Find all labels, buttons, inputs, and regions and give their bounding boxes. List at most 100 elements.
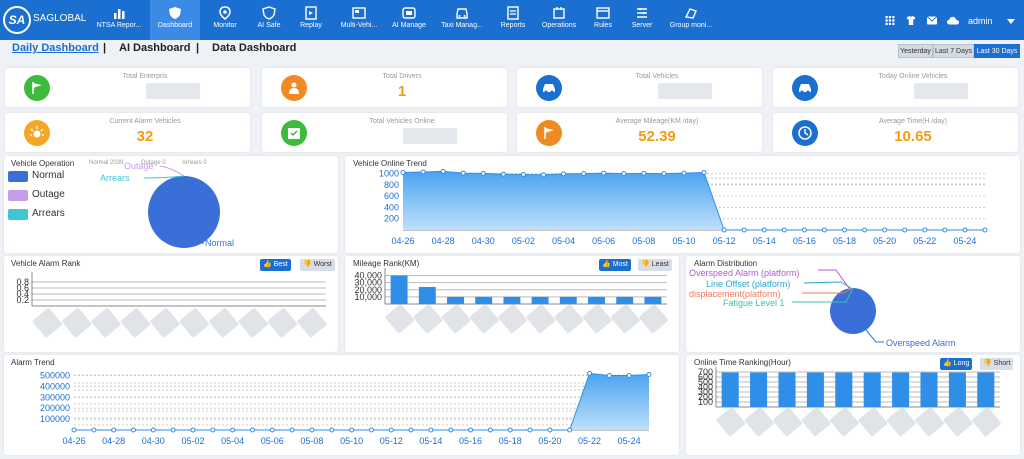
long-button[interactable]: 👍 Long xyxy=(940,358,973,370)
data-point[interactable] xyxy=(420,169,426,175)
legend-label-arrears[interactable]: Arrears xyxy=(32,208,65,219)
nav-item-dashboard[interactable]: Dashboard xyxy=(150,0,200,40)
data-point[interactable] xyxy=(821,227,827,233)
bar[interactable] xyxy=(835,372,853,408)
data-point[interactable] xyxy=(922,227,928,233)
data-point[interactable] xyxy=(368,427,374,433)
bar[interactable] xyxy=(920,372,938,408)
data-point[interactable] xyxy=(448,427,454,433)
bar[interactable] xyxy=(588,296,605,304)
data-point[interactable] xyxy=(428,427,434,433)
nav-item-ai-manage[interactable]: AI Manage xyxy=(386,0,432,40)
data-point[interactable] xyxy=(681,170,687,176)
legend-swatch-arrears[interactable] xyxy=(8,209,28,220)
data-point[interactable] xyxy=(349,427,355,433)
data-point[interactable] xyxy=(130,427,136,433)
nav-item-ntsa-repor[interactable]: NTSA Repor... xyxy=(90,0,148,40)
data-point[interactable] xyxy=(741,227,747,233)
most-button[interactable]: 👍 Most xyxy=(599,259,631,271)
bar[interactable] xyxy=(778,372,796,408)
shirt-icon[interactable] xyxy=(906,16,916,25)
yesterday-button[interactable]: Yesterday xyxy=(898,44,933,58)
data-point[interactable] xyxy=(71,427,77,433)
nav-item-multi-vehi[interactable]: Multi-Vehi... xyxy=(332,0,386,40)
nav-item-ai-safe[interactable]: AI Safe xyxy=(248,0,290,40)
bar[interactable] xyxy=(531,296,549,304)
data-point[interactable] xyxy=(111,427,117,433)
data-point[interactable] xyxy=(842,227,848,233)
data-point[interactable] xyxy=(249,427,255,433)
data-point[interactable] xyxy=(150,427,156,433)
data-point[interactable] xyxy=(761,227,767,233)
least-button[interactable]: 👎 Least xyxy=(638,259,672,271)
data-point[interactable] xyxy=(329,427,335,433)
data-point[interactable] xyxy=(862,227,868,233)
data-point[interactable] xyxy=(641,170,647,176)
data-point[interactable] xyxy=(606,373,612,379)
nav-item-server[interactable]: Server xyxy=(622,0,662,40)
data-point[interactable] xyxy=(170,427,176,433)
data-point[interactable] xyxy=(781,227,787,233)
bar[interactable] xyxy=(644,296,662,304)
mail-icon[interactable] xyxy=(927,16,937,25)
grid-icon[interactable] xyxy=(885,16,895,25)
pie-slice-normal[interactable] xyxy=(148,176,220,248)
nav-item-operations[interactable]: Operations xyxy=(534,0,584,40)
data-point[interactable] xyxy=(480,170,486,176)
data-point[interactable] xyxy=(962,227,968,233)
nav-item-monitor[interactable]: Monitor xyxy=(202,0,248,40)
data-point[interactable] xyxy=(721,227,727,233)
data-point[interactable] xyxy=(621,171,627,177)
tab-daily-dashboard[interactable]: Daily Dashboard xyxy=(12,42,99,54)
legend-label-outage[interactable]: Outage xyxy=(32,189,65,200)
chevron-down-icon[interactable] xyxy=(1007,19,1015,24)
legend-swatch-outage[interactable] xyxy=(8,190,28,201)
data-point[interactable] xyxy=(507,427,513,433)
data-point[interactable] xyxy=(190,427,196,433)
bar[interactable] xyxy=(418,286,436,304)
bar[interactable] xyxy=(559,296,577,304)
bar[interactable] xyxy=(863,372,881,408)
last-7-days-button[interactable]: Last 7 Days xyxy=(933,44,974,58)
bar[interactable] xyxy=(503,296,521,304)
data-point[interactable] xyxy=(210,427,216,433)
data-point[interactable] xyxy=(882,227,888,233)
nav-item-group-moni[interactable]: Group moni... xyxy=(662,0,720,40)
data-point[interactable] xyxy=(230,427,236,433)
data-point[interactable] xyxy=(902,227,908,233)
data-point[interactable] xyxy=(520,171,526,177)
data-point[interactable] xyxy=(460,170,466,176)
tab-ai-dashboard[interactable]: AI Dashboard xyxy=(119,42,191,54)
data-point[interactable] xyxy=(309,427,315,433)
pie-slice-overspeed[interactable] xyxy=(830,288,876,334)
tab-data-dashboard[interactable]: Data Dashboard xyxy=(212,42,297,54)
bar[interactable] xyxy=(475,296,493,304)
legend-label-normal[interactable]: Normal xyxy=(32,170,65,181)
data-point[interactable] xyxy=(567,427,573,433)
user-name[interactable]: admin xyxy=(968,16,993,26)
data-point[interactable] xyxy=(527,427,533,433)
data-point[interactable] xyxy=(701,170,707,176)
data-point[interactable] xyxy=(646,371,652,377)
cloud-icon[interactable] xyxy=(947,16,959,25)
bar[interactable] xyxy=(390,275,408,304)
nav-item-replay[interactable]: Replay xyxy=(290,0,332,40)
data-point[interactable] xyxy=(581,171,587,177)
data-point[interactable] xyxy=(468,427,474,433)
data-point[interactable] xyxy=(942,227,948,233)
data-point[interactable] xyxy=(547,427,553,433)
data-point[interactable] xyxy=(487,427,493,433)
bar[interactable] xyxy=(892,372,910,408)
data-point[interactable] xyxy=(601,170,607,176)
best-button[interactable]: 👍 Best xyxy=(260,259,291,271)
short-button[interactable]: 👎 Short xyxy=(980,358,1014,370)
data-point[interactable] xyxy=(440,168,446,174)
data-point[interactable] xyxy=(289,427,295,433)
data-point[interactable] xyxy=(587,370,593,376)
nav-item-rules[interactable]: Rules xyxy=(584,0,622,40)
data-point[interactable] xyxy=(561,171,567,177)
nav-item-taxi-manag[interactable]: Taxi Manag... xyxy=(432,0,492,40)
bar[interactable] xyxy=(721,372,739,408)
bar[interactable] xyxy=(977,372,995,408)
bar[interactable] xyxy=(616,296,634,304)
